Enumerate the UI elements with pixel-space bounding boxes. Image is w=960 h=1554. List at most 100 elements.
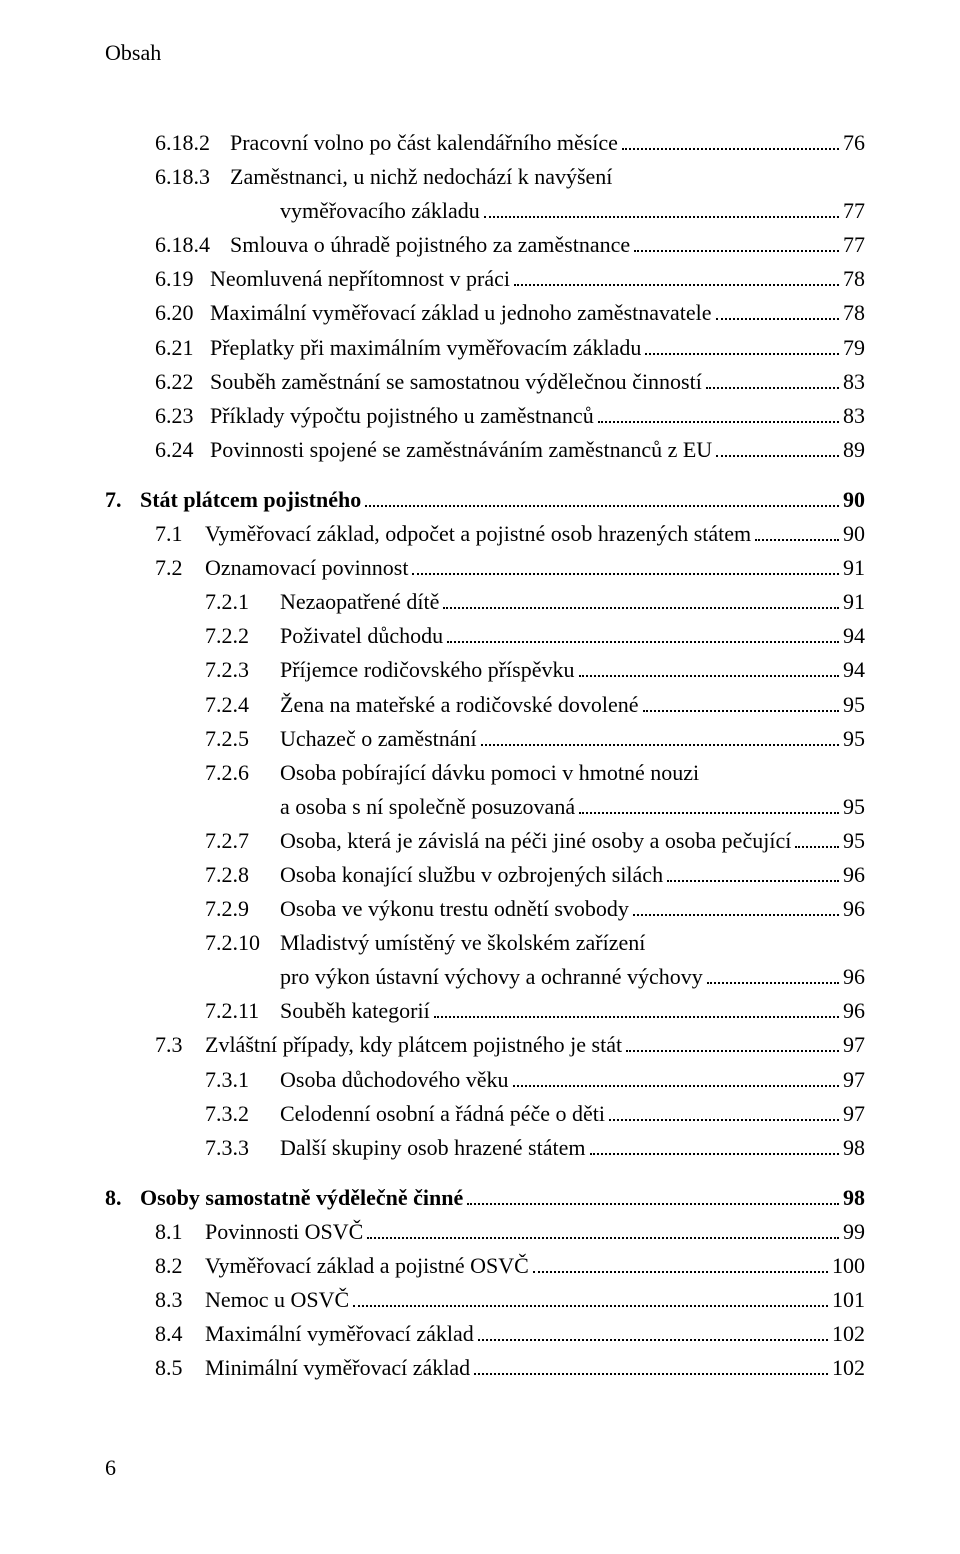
toc-entry-page: 77 <box>843 194 865 228</box>
toc-entry-page: 94 <box>843 619 865 653</box>
toc-entry-title: Souběh kategorií <box>280 994 430 1028</box>
toc-entry-page: 95 <box>843 722 865 756</box>
toc-entry-page: 78 <box>843 296 865 330</box>
toc-entry-page: 98 <box>843 1131 865 1165</box>
toc-entry-title: Smlouva o úhradě pojistného za zaměstnan… <box>230 228 630 262</box>
toc-entry-title: Osoba konající službu v ozbrojených silá… <box>280 858 663 892</box>
toc-entry: 7.2Oznamovací povinnost91 <box>105 551 865 585</box>
toc-entry: 6.18.2Pracovní volno po část kalendářníh… <box>105 126 865 160</box>
toc-entry-title: Žena na mateřské a rodičovské dovolené <box>280 688 639 722</box>
toc-entry-title: Osoba důchodového věku <box>280 1063 509 1097</box>
toc-entry: 7.3.2Celodenní osobní a řádná péče o dět… <box>105 1097 865 1131</box>
toc-entry-title: Uchazeč o zaměstnání <box>280 722 477 756</box>
toc-entry-title: Nemoc u OSVČ <box>205 1283 349 1317</box>
toc-leader-dots <box>633 914 839 916</box>
toc-entry-page: 78 <box>843 262 865 296</box>
toc-entry-title: Oznamovací povinnost <box>205 551 408 585</box>
toc-entry-title: Celodenní osobní a řádná péče o děti <box>280 1097 605 1131</box>
toc-entry: 6.23Příklady výpočtu pojistného u zaměst… <box>105 399 865 433</box>
toc-entry-number: 6.18.2 <box>155 126 230 160</box>
toc-entry-continuation: pro výkon ústavní výchovy a ochranné výc… <box>105 960 865 994</box>
toc-entry-number: 7.2.1 <box>205 585 280 619</box>
toc-entry-title: Povinnosti OSVČ <box>205 1215 363 1249</box>
toc-entry-page: 102 <box>832 1317 865 1351</box>
toc-entry-title: Zaměstnanci, u nichž nedochází k navýšen… <box>230 160 612 194</box>
toc-leader-dots <box>443 607 839 609</box>
toc-entry-title: Mladistvý umístěný ve školském zařízení <box>280 926 645 960</box>
toc-leader-dots <box>533 1271 828 1273</box>
toc-entry-number: 7.2.4 <box>205 688 280 722</box>
toc-entry: 6.24Povinnosti spojené se zaměstnáváním … <box>105 433 865 467</box>
toc-entry-page: 90 <box>843 517 865 551</box>
toc-entry: 8.4Maximální vyměřovací základ102 <box>105 1317 865 1351</box>
toc-entry-number: 6.18.3 <box>155 160 230 194</box>
toc-leader-dots <box>706 387 839 389</box>
toc-entry: 7.2.4Žena na mateřské a rodičovské dovol… <box>105 688 865 722</box>
toc-entry-page: 96 <box>843 960 865 994</box>
toc-leader-dots <box>609 1119 839 1121</box>
toc-entry-page: 97 <box>843 1028 865 1062</box>
toc-entry-page: 91 <box>843 551 865 585</box>
toc-entry-page: 91 <box>843 585 865 619</box>
toc-entry-title-cont: pro výkon ústavní výchovy a ochranné výc… <box>280 960 703 994</box>
toc-leader-dots <box>645 353 839 355</box>
toc-leader-dots <box>755 539 839 541</box>
toc-entry-number: 8.2 <box>155 1249 205 1283</box>
toc-leader-dots <box>447 641 839 643</box>
toc-entry: 8.1Povinnosti OSVČ99 <box>105 1215 865 1249</box>
toc-leader-dots <box>353 1305 828 1307</box>
toc-leader-dots <box>707 982 839 984</box>
toc-leader-dots <box>513 1085 839 1087</box>
toc-entry-title: Poživatel důchodu <box>280 619 443 653</box>
toc-entry: 7.2.3Příjemce rodičovského příspěvku94 <box>105 653 865 687</box>
toc-entry-title: Neomluvená nepřítomnost v práci <box>210 262 510 296</box>
toc-entry-number: 7.2.5 <box>205 722 280 756</box>
toc-entry-title: Povinnosti spojené se zaměstnáváním zamě… <box>210 433 712 467</box>
toc-entry: 6.22Souběh zaměstnání se samostatnou výd… <box>105 365 865 399</box>
toc-entry: 6.20Maximální vyměřovací základ u jednoh… <box>105 296 865 330</box>
toc-entry-number: 7.3 <box>155 1028 205 1062</box>
toc-entry-page: 83 <box>843 399 865 433</box>
toc-entry-page: 100 <box>832 1249 865 1283</box>
toc-entry-number: 7.2.11 <box>205 994 280 1028</box>
toc-entry-page: 95 <box>843 688 865 722</box>
toc-leader-dots <box>622 148 839 150</box>
toc-leader-dots <box>365 505 839 507</box>
toc-entry-page: 77 <box>843 228 865 262</box>
toc-entry-number: 7.3.2 <box>205 1097 280 1131</box>
toc-leader-dots <box>367 1237 839 1239</box>
toc-entry-page: 95 <box>843 824 865 858</box>
toc-entry-number: 8.5 <box>155 1351 205 1385</box>
toc-entry-title-cont: vyměřovacího základu <box>280 194 480 228</box>
toc-entry-title: Osoba, která je závislá na péči jiné oso… <box>280 824 791 858</box>
toc-entry-number: 6.18.4 <box>155 228 230 262</box>
toc-entry: 8.3Nemoc u OSVČ101 <box>105 1283 865 1317</box>
toc-leader-dots <box>514 284 839 286</box>
toc-leader-dots <box>434 1016 839 1018</box>
toc-entry-number: 6.23 <box>155 399 210 433</box>
toc-entry-number: 8.4 <box>155 1317 205 1351</box>
table-of-contents: 6.18.2Pracovní volno po část kalendářníh… <box>105 126 865 1385</box>
toc-leader-dots <box>484 216 839 218</box>
toc-entry-page: 96 <box>843 858 865 892</box>
toc-leader-dots <box>643 710 839 712</box>
page-number: 6 <box>105 1455 865 1481</box>
toc-entry: 6.19Neomluvená nepřítomnost v práci 78 <box>105 262 865 296</box>
toc-leader-dots <box>634 250 839 252</box>
toc-entry-title: Stát plátcem pojistného <box>140 483 361 517</box>
toc-entry-number: 7.2.8 <box>205 858 280 892</box>
toc-entry-title: Osoba ve výkonu trestu odnětí svobody <box>280 892 629 926</box>
toc-entry: 8.5Minimální vyměřovací základ102 <box>105 1351 865 1385</box>
toc-entry-page: 98 <box>843 1181 865 1215</box>
toc-entry-number: 6.19 <box>155 262 210 296</box>
toc-leader-dots <box>626 1050 839 1052</box>
toc-entry-number: 8.1 <box>155 1215 205 1249</box>
toc-entry: 8.2Vyměřovací základ a pojistné OSVČ100 <box>105 1249 865 1283</box>
toc-entry: 6.21Přeplatky při maximálním vyměřovacím… <box>105 331 865 365</box>
toc-entry: 7.3Zvláštní případy, kdy plátcem pojistn… <box>105 1028 865 1062</box>
toc-leader-dots <box>667 880 839 882</box>
toc-entry-number: 7.2.6 <box>205 756 280 790</box>
toc-leader-dots <box>481 744 839 746</box>
toc-entry-number: 7.2.9 <box>205 892 280 926</box>
toc-entry-page: 76 <box>843 126 865 160</box>
